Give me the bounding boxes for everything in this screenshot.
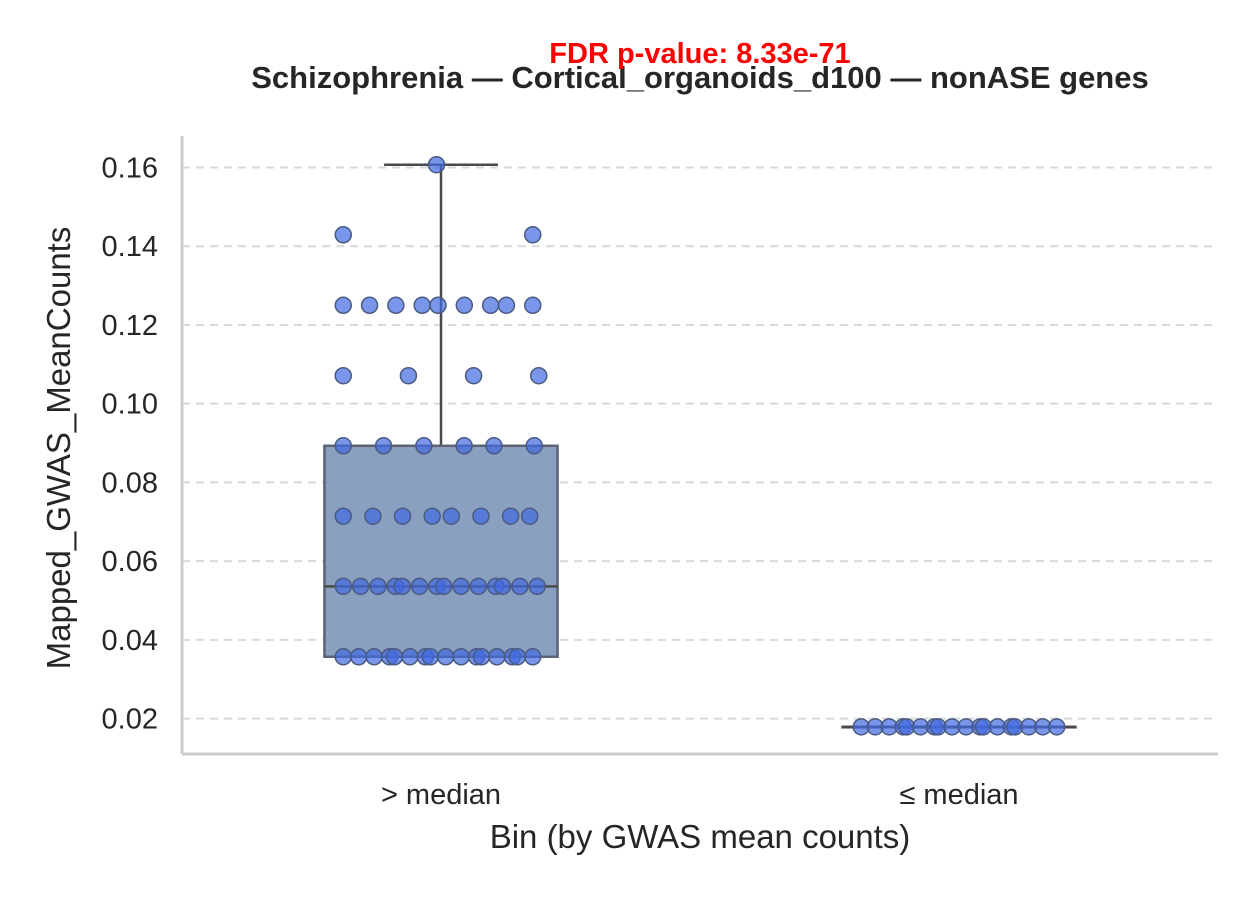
data-point [523,648,542,666]
data-point [511,577,529,596]
data-point [472,648,491,666]
data-point [374,437,393,455]
data-point [393,577,411,596]
data-point [385,648,404,666]
data-point [334,577,353,596]
fdr-annotation: FDR p-value: 8.33e-71 [549,38,851,70]
data-point [334,366,353,385]
x-axis-label: Bin (by GWAS mean counts) [490,818,911,855]
data-point [399,366,418,385]
data-point [360,296,379,315]
box-iqr [323,444,559,659]
data-point [455,437,473,455]
data-point [369,577,387,596]
data-point [485,437,503,455]
x-tick-label: > median [381,779,501,811]
y-tick-label: 0.04 [102,625,158,657]
data-point [365,648,383,666]
data-point [469,577,488,596]
y-tick-label: 0.16 [102,152,158,184]
data-point [415,437,433,455]
data-point [1047,718,1066,736]
data-point [452,577,470,596]
data-point [488,648,506,666]
data-point [525,437,543,455]
y-tick-label: 0.06 [102,546,158,578]
data-point [364,507,382,525]
data-point [393,507,412,525]
y-tick-label: 0.14 [102,231,158,263]
data-point [464,366,483,385]
data-point [472,507,490,525]
y-tick-label: 0.12 [102,310,158,342]
chart-title: Schizophrenia — Cortical_organoids_d100 … [251,60,1149,95]
data-point [334,507,353,525]
data-point [523,226,542,244]
data-point [434,577,453,596]
y-tick-label: 0.10 [102,389,158,421]
data-point [334,226,353,244]
data-point [436,648,455,666]
y-tick-label: 0.02 [102,704,158,736]
data-point [523,296,542,315]
data-point [401,648,419,666]
x-tick-label: ≤ median [899,779,1018,811]
data-point [349,648,368,666]
data-point [497,296,516,315]
data-point [413,296,431,315]
data-point [423,507,441,525]
data-point [442,507,461,525]
data-point [421,648,440,666]
data-point [334,648,353,666]
data-point [351,577,370,596]
data-point [501,507,520,525]
data-point [429,296,447,315]
data-point [410,577,429,596]
data-point [452,648,470,666]
data-point [387,296,405,315]
data-point [493,577,512,596]
y-axis-label: Mapped_GWAS_MeanCounts [40,227,77,670]
data-point [481,296,500,315]
data-point [508,648,527,666]
data-point [520,507,539,525]
data-point [334,437,353,455]
data-point [455,296,474,315]
data-point [528,577,546,596]
data-point [427,155,446,174]
y-tick-label: 0.08 [102,467,158,499]
data-point [529,366,548,385]
data-point [334,296,353,315]
